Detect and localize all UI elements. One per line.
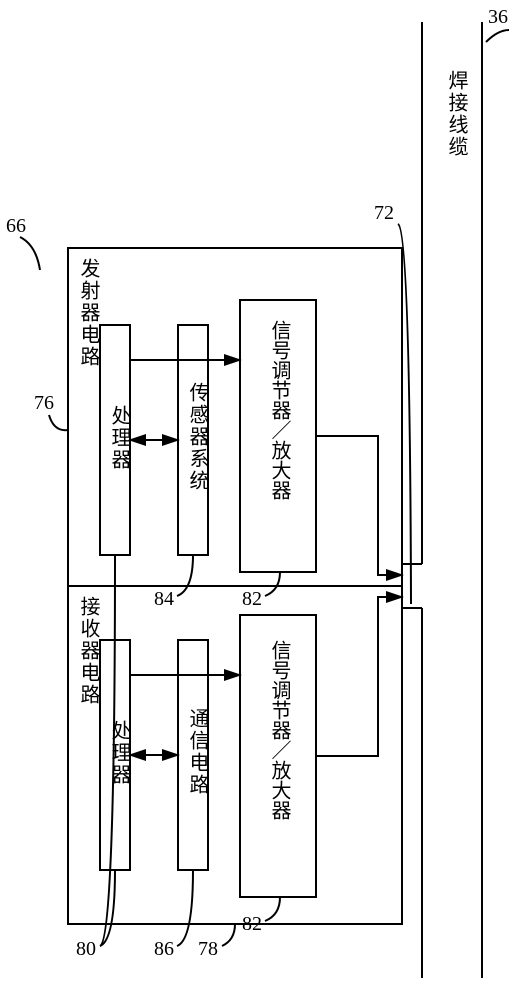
label-78: 78 — [198, 938, 218, 961]
label-86: 86 — [154, 938, 174, 961]
diagram-root: 66 36 72 76 78 82 82 80 84 86 焊接线缆 发射器电路… — [0, 0, 514, 1000]
label-84: 84 — [154, 588, 174, 611]
diagram-svg — [0, 0, 514, 1000]
label-36: 36 — [488, 6, 508, 29]
label-82-rx: 82 — [242, 913, 262, 936]
label-72: 72 — [374, 202, 394, 225]
label-76: 76 — [34, 392, 54, 415]
label-80: 80 — [76, 938, 96, 961]
label-82-tx: 82 — [242, 588, 262, 611]
label-66: 66 — [6, 215, 26, 238]
